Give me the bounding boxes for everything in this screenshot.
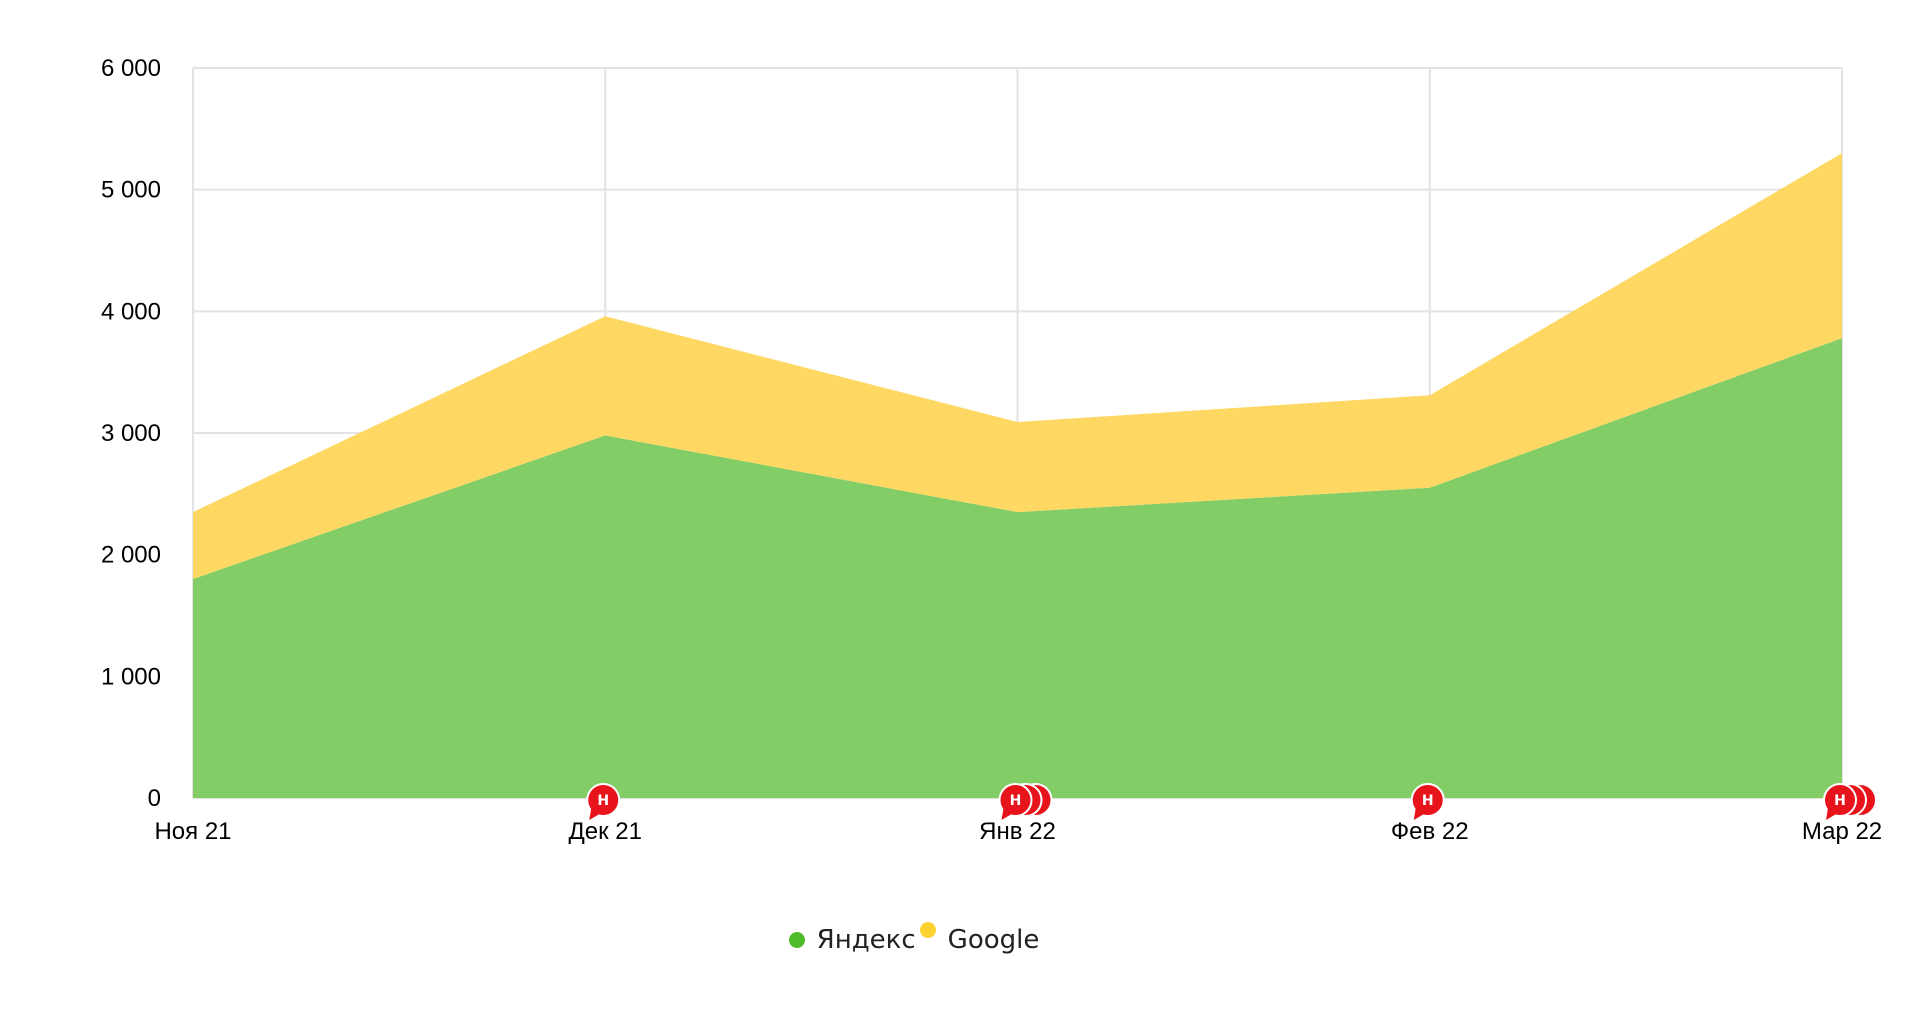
annotation-tail (1001, 808, 1014, 820)
legend-label-google: Google (947, 925, 1040, 955)
legend-item-yandex[interactable]: Яндекс (788, 925, 916, 955)
x-tick-label: Мар 22 (1802, 818, 1882, 845)
annotation-label: Н (597, 793, 609, 809)
y-tick-label: 1 000 (101, 663, 161, 690)
annotation-circle (586, 783, 621, 817)
legend-dot-icon (788, 932, 805, 948)
area-series-0 (193, 338, 1842, 798)
legend-item-google[interactable]: Google (919, 922, 1040, 955)
area-layer (193, 153, 1842, 798)
legend: Яндекс Google (0, 922, 1874, 955)
y-tick-label: 3 000 (101, 420, 161, 447)
annotation-marker[interactable]: Н (1823, 783, 1877, 820)
y-tick-label: 5 000 (101, 177, 161, 204)
annotation-label: Н (1834, 793, 1846, 809)
y-axis: 0 1 000 2 000 3 000 4 000 5 000 6 000 (101, 55, 161, 812)
x-tick-label: Фев 22 (1391, 818, 1469, 845)
legend-dot-icon (919, 922, 936, 938)
annotation-label: Н (1010, 793, 1022, 809)
annotation-tail (1413, 808, 1426, 820)
annotation-circle (1823, 783, 1857, 817)
annotation-marker[interactable]: Н (1410, 783, 1445, 820)
annotation-marker[interactable]: Н (998, 783, 1053, 820)
y-tick-label: 6 000 (101, 55, 161, 82)
x-tick-label: Ноя 21 (154, 818, 231, 845)
annotation-label: Н (1422, 793, 1434, 809)
area-series-1 (193, 153, 1842, 579)
annotation-circle (1410, 783, 1445, 817)
y-tick-label: 2 000 (101, 542, 161, 569)
y-tick-label: 0 (148, 785, 161, 812)
x-tick-label: Янв 22 (979, 818, 1056, 845)
y-tick-label: 4 000 (101, 298, 161, 325)
x-tick-label: Дек 21 (569, 818, 642, 845)
x-axis: Ноя 21 Дек 21 Янв 22 Фев 22 Мар 22 (154, 818, 1882, 845)
annotation-marker[interactable]: Н (586, 783, 621, 820)
legend-label-yandex: Яндекс (816, 925, 916, 955)
annotation-tail (589, 808, 602, 820)
annotation-tail (1826, 808, 1838, 820)
annotation-circle (998, 783, 1033, 817)
